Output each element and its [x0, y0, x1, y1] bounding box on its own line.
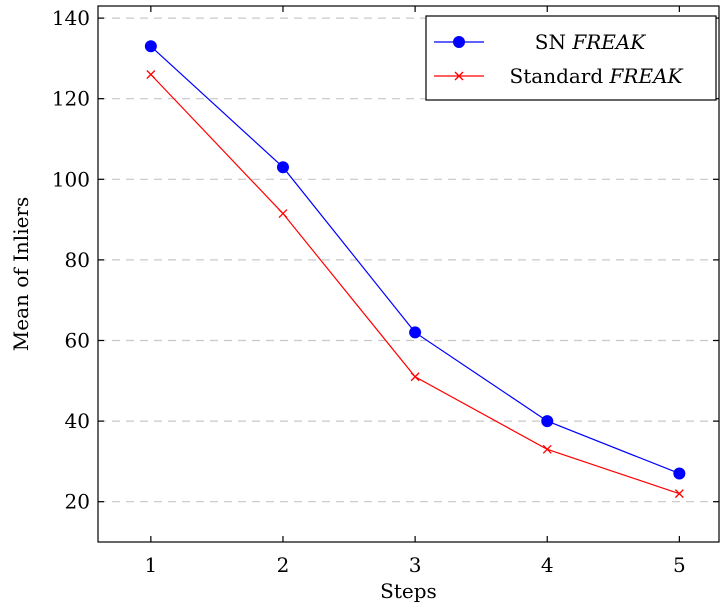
ticks: 20 40 60 80 100 120 140 1 2 3 4 5: [52, 6, 719, 577]
x-tick-label: 1: [144, 553, 157, 577]
x-tick-label: 5: [673, 553, 686, 577]
series-2-point: [542, 444, 552, 454]
series-1-point: [276, 161, 289, 174]
legend-entry-italic: FREAK: [609, 64, 684, 88]
legend-entry-1: SN FREAK: [535, 30, 647, 54]
grid: [98, 17, 719, 503]
series-1-point: [144, 40, 157, 53]
series-2-point: [674, 489, 684, 499]
y-tick-label: 140: [52, 6, 90, 30]
x-tick-label: 2: [277, 553, 290, 577]
legend-marker-2: [454, 71, 464, 81]
series-2-point: [410, 372, 420, 382]
series-1-point: [541, 415, 554, 428]
series-2-point: [146, 70, 156, 79]
x-axis-label: Steps: [380, 579, 437, 603]
series-layer: [144, 40, 686, 499]
x-tick-label: 4: [541, 553, 554, 577]
y-axis-label: Mean of Inliers: [9, 197, 33, 352]
legend-entry-italic: FREAK: [571, 30, 646, 54]
legend-entry-2: Standard FREAK: [510, 64, 684, 88]
y-tick-label: 120: [52, 87, 90, 111]
series-line-2: [150, 74, 680, 495]
series-2-point: [278, 209, 288, 219]
y-tick-label: 60: [65, 328, 90, 352]
legend-box: [425, 15, 717, 101]
plot-frame: [97, 5, 720, 543]
y-tick-label: 20: [65, 490, 90, 514]
y-tick-label: 80: [65, 248, 90, 272]
legend-entry-prefix: SN: [535, 30, 573, 54]
series-1-point: [409, 326, 422, 339]
legend-entry-prefix: Standard: [510, 64, 610, 88]
legend-marker-1: [453, 36, 465, 48]
x-tick-label: 3: [409, 553, 422, 577]
series-1-point: [673, 467, 686, 480]
y-tick-label: 40: [65, 409, 90, 433]
y-tick-label: 100: [52, 167, 90, 191]
